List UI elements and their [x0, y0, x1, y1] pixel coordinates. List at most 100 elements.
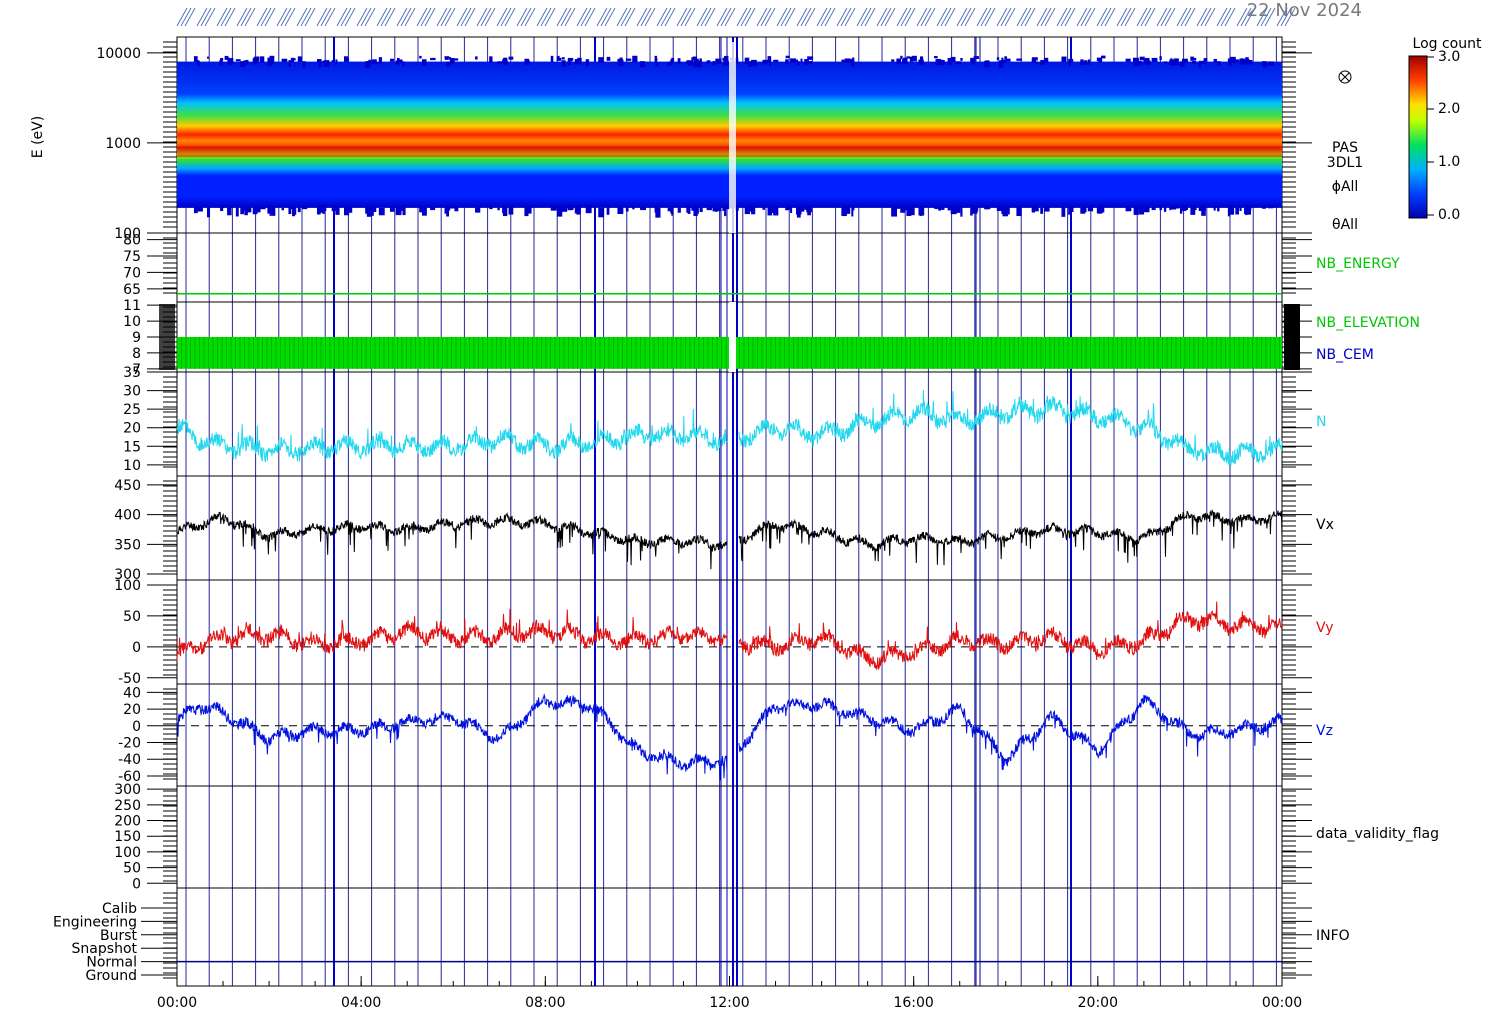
y-tick-label: 250: [114, 798, 141, 814]
y-axis-label: E (eV): [30, 116, 46, 158]
noise-pixel: [722, 57, 727, 61]
noise-pixel: [395, 207, 402, 216]
nb-cem-label: NB_CEM: [1316, 347, 1374, 363]
info-row-label: Burst: [100, 928, 138, 944]
noise-pixel: [421, 207, 427, 216]
left-dense-ticks: [159, 304, 175, 370]
noise-pixel: [806, 61, 813, 64]
y-tick-label: 35: [123, 365, 141, 381]
noise-pixel: [1159, 205, 1163, 211]
noise-pixel: [1192, 60, 1197, 64]
noise-pixel: [851, 61, 855, 67]
info-label: INFO: [1316, 928, 1350, 944]
diagonal-tick-label: [536, 7, 556, 27]
noise-pixel: [598, 57, 604, 63]
noise-pixel: [288, 206, 292, 215]
noise-pixel: [1005, 58, 1011, 62]
noise-pixel: [259, 56, 265, 64]
noise-pixel: [207, 56, 210, 59]
diagonal-tick-label: [1056, 7, 1076, 27]
noise-pixel: [807, 56, 814, 60]
y-tick-label: 50: [123, 609, 141, 625]
noise-pixel: [1125, 58, 1131, 62]
diagonal-tick-label: [756, 7, 776, 27]
noise-pixel: [331, 205, 336, 212]
noise-pixel: [246, 59, 249, 64]
noise-pixel: [267, 207, 271, 214]
noise-pixel: [618, 59, 624, 67]
noise-pixel: [625, 206, 629, 212]
noise-pixel: [796, 207, 801, 218]
diagonal-tick-label: [1136, 7, 1156, 27]
noise-pixel: [576, 60, 580, 64]
noise-pixel: [800, 58, 803, 63]
y-tick-label: 7: [132, 362, 141, 378]
noise-pixel: [1228, 59, 1232, 66]
noise-pixel: [785, 55, 790, 59]
noise-pixel: [671, 207, 674, 216]
noise-pixel: [449, 205, 455, 209]
noise-pixel: [244, 60, 247, 65]
diagonal-tick-label: [276, 7, 296, 27]
noise-pixel: [970, 207, 973, 216]
noise-pixel: [748, 61, 752, 68]
colorbar-title: Log count: [1413, 36, 1482, 52]
noise-pixel: [762, 59, 768, 65]
info-panel: CalibEngineeringBurstSnapshotNormalGroun…: [53, 901, 1350, 984]
diagonal-tick-label: [816, 7, 836, 27]
noise-pixel: [1227, 58, 1231, 63]
y-tick-label: 100: [114, 578, 141, 594]
noise-pixel: [693, 60, 698, 68]
diagonal-tick-label: [616, 7, 636, 27]
n-label: N: [1316, 414, 1326, 430]
y-tick-label: 20: [123, 421, 141, 437]
noise-pixel: [723, 58, 727, 66]
top-date-label: 22 Nov 2024: [1247, 0, 1362, 21]
diagonal-tick-label: [1076, 7, 1096, 27]
spectrogram-label: PAS: [1332, 140, 1358, 156]
colorbar-tick-label: 1.0: [1438, 154, 1460, 170]
info-row-label: Calib: [102, 901, 137, 917]
noise-pixel: [567, 205, 572, 209]
diagonal-tick-label: [476, 7, 496, 27]
colorbar-tick-label: 2.0: [1438, 101, 1460, 117]
diagonal-tick-label: [556, 7, 576, 27]
panel-frame: [176, 579, 1283, 685]
noise-pixel: [556, 55, 560, 60]
noise-pixel: [193, 56, 198, 62]
diagonal-tick-label: [516, 7, 536, 27]
panel-frame: [176, 887, 1283, 987]
noise-pixel: [655, 207, 661, 218]
diagonal-tick-label: [396, 7, 416, 27]
noise-pixel: [1016, 58, 1023, 61]
noise-pixel: [722, 207, 726, 211]
noise-pixel: [346, 206, 353, 213]
diagonal-tick-label: [716, 7, 736, 27]
diagonal-tick-label: [736, 7, 756, 27]
diagonal-tick-label: [336, 7, 356, 27]
diagonal-tick-label: [936, 7, 956, 27]
noise-pixel: [785, 207, 791, 210]
noise-pixel: [1262, 204, 1266, 209]
panel-8: [163, 887, 1296, 987]
x-tick-label: 08:00: [525, 995, 565, 1011]
noise-pixel: [998, 206, 1004, 209]
noise-pixel: [1203, 58, 1208, 62]
noise-pixel: [971, 205, 978, 214]
noise-pixel: [724, 206, 727, 217]
noise-pixel: [365, 206, 370, 214]
vy-series-line: [176, 601, 1283, 671]
y-tick-label: 300: [114, 567, 141, 583]
noise-pixel: [667, 207, 671, 212]
spectrogram-label: θAll: [1332, 217, 1358, 233]
noise-pixel: [960, 206, 963, 217]
noise-pixel: [398, 60, 402, 63]
noise-pixel: [1034, 61, 1038, 64]
noise-pixel: [1235, 59, 1240, 63]
noise-pixel: [796, 61, 800, 66]
noise-pixel: [1217, 61, 1221, 66]
info-row-label: Ground: [86, 968, 138, 984]
noise-pixel: [444, 56, 450, 59]
noise-pixel: [618, 205, 622, 209]
